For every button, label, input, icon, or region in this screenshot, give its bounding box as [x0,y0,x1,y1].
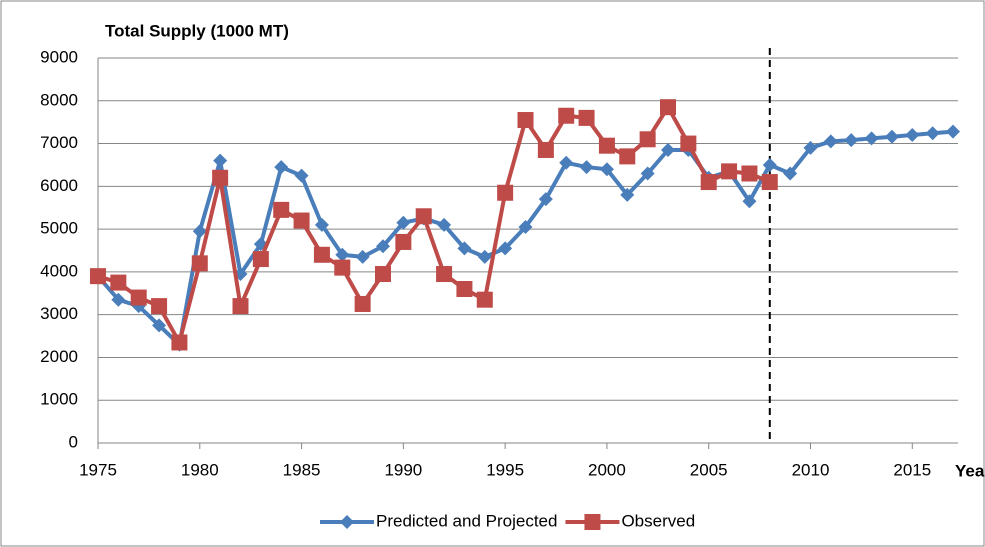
square-marker [619,148,636,165]
square-marker [584,514,601,530]
square-marker [395,233,412,250]
square-marker [700,174,717,191]
y-tick-label: 1000 [40,390,78,409]
x-tick-label: 2000 [588,460,626,479]
square-marker [639,131,656,148]
square-marker [232,298,249,315]
diamond-marker [925,126,940,141]
x-axis-label: Year [955,461,985,480]
legend-label: Predicted and Projected [376,511,557,530]
diamond-marker [294,168,309,183]
square-marker [537,141,554,158]
diamond-marker [396,215,411,230]
diamond-marker [518,219,533,234]
diamond-marker [884,129,899,144]
square-marker [110,274,127,291]
series-line [97,103,771,348]
y-tick-label: 3000 [40,304,78,323]
square-marker [273,201,290,218]
square-marker [415,208,432,225]
y-tick-label: 7000 [40,133,78,152]
x-tick-label: 2010 [792,460,830,479]
y-tick-label: 4000 [40,261,78,280]
diamond-marker [477,249,492,264]
diamond-marker [559,155,574,170]
square-marker [436,266,453,283]
diamond-marker [340,515,354,529]
square-marker [334,259,351,276]
square-marker [517,112,534,129]
square-marker [497,184,514,201]
square-marker [456,281,473,297]
diamond-marker [498,241,513,256]
square-marker [293,212,310,229]
diamond-marker [579,160,594,175]
diamond-marker [376,239,390,254]
square-marker [761,174,778,191]
legend-label: Observed [621,511,695,530]
chart-title: Total Supply (1000 MT) [105,21,289,40]
diamond-marker [538,192,553,207]
diamond-marker [620,187,635,202]
y-tick-label: 6000 [40,176,78,195]
square-marker [171,334,188,351]
square-marker [354,295,371,312]
x-tick-label: 1990 [384,460,422,479]
diamond-marker [314,217,329,232]
square-marker [313,246,330,263]
square-marker [191,255,208,272]
x-tick-label: 2015 [893,460,931,479]
square-marker [375,266,391,283]
diamond-marker [864,131,879,146]
square-marker [741,165,758,182]
diamond-marker [457,241,472,256]
diamond-marker [640,166,655,181]
x-tick-label: 1985 [283,460,321,479]
x-tick-label: 1975 [79,460,117,479]
diamond-marker [803,140,818,155]
square-marker [660,99,676,116]
diamond-marker [355,249,370,264]
x-tick-label: 2005 [690,460,728,479]
diamond-marker [437,217,452,232]
diamond-marker [335,247,350,262]
y-tick-label: 8000 [40,90,78,109]
square-marker [721,163,738,180]
diamond-marker [762,157,777,172]
square-marker [130,289,147,306]
x-tick-label: 1980 [181,460,219,479]
diamond-marker [599,162,614,177]
diamond-marker [844,133,859,148]
square-marker [212,169,229,186]
diamond-marker [783,166,798,181]
y-tick-label: 9000 [40,47,78,66]
square-marker [598,137,615,154]
diamond-marker [111,292,126,307]
diamond-marker [742,194,757,209]
square-marker [90,268,106,285]
square-marker [151,298,168,315]
square-marker [578,109,595,126]
square-marker [558,107,575,124]
diamond-marker [905,128,920,142]
diamond-marker [192,224,207,239]
y-tick-label: 5000 [40,219,78,238]
square-marker [680,135,697,152]
diamond-marker [661,142,675,157]
diamond-marker [946,124,960,139]
y-tick-label: 2000 [40,347,78,366]
y-tick-label: 0 [69,432,78,451]
square-marker [476,291,493,308]
square-marker [252,251,269,268]
diamond-marker [823,134,838,149]
diamond-marker [152,318,167,333]
x-tick-label: 1995 [486,460,524,479]
diamond-marker [213,153,228,168]
diamond-marker [274,160,289,175]
